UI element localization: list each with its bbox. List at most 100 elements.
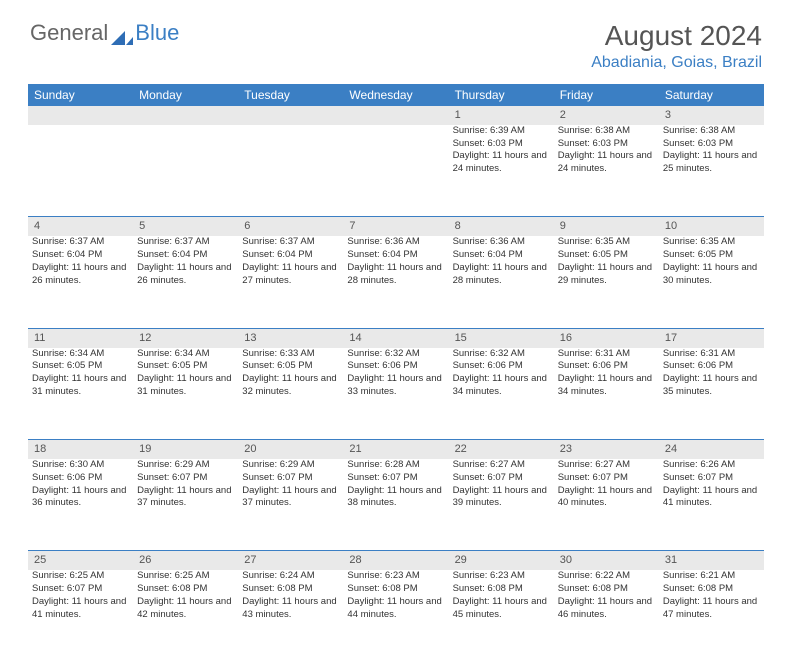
- day-cell: Sunrise: 6:34 AMSunset: 6:05 PMDaylight:…: [28, 348, 133, 440]
- sunset-line: Sunset: 6:07 PM: [453, 472, 550, 485]
- col-wed: Wednesday: [343, 84, 448, 106]
- day-number: 28: [343, 551, 448, 570]
- day-number: 10: [659, 217, 764, 236]
- day-cell: Sunrise: 6:37 AMSunset: 6:04 PMDaylight:…: [238, 236, 343, 328]
- sunrise-line: Sunrise: 6:23 AM: [347, 570, 444, 583]
- day-cell: Sunrise: 6:29 AMSunset: 6:07 PMDaylight:…: [238, 459, 343, 551]
- day-cell: Sunrise: 6:21 AMSunset: 6:08 PMDaylight:…: [659, 570, 764, 662]
- header: General Blue August 2024 Abadiania, Goia…: [0, 0, 792, 76]
- day-cell: Sunrise: 6:39 AMSunset: 6:03 PMDaylight:…: [449, 125, 554, 217]
- daylight-line: Daylight: 11 hours and 26 minutes.: [32, 262, 129, 288]
- sunrise-line: Sunrise: 6:37 AM: [32, 236, 129, 249]
- day-number: 14: [343, 328, 448, 347]
- day-cell: [28, 125, 133, 217]
- day-cell: Sunrise: 6:29 AMSunset: 6:07 PMDaylight:…: [133, 459, 238, 551]
- sunrise-line: Sunrise: 6:28 AM: [347, 459, 444, 472]
- day-cell: Sunrise: 6:27 AMSunset: 6:07 PMDaylight:…: [554, 459, 659, 551]
- daynum-row: 45678910: [28, 217, 764, 236]
- daylight-line: Daylight: 11 hours and 24 minutes.: [558, 150, 655, 176]
- day-cell: Sunrise: 6:22 AMSunset: 6:08 PMDaylight:…: [554, 570, 659, 662]
- sunrise-line: Sunrise: 6:35 AM: [663, 236, 760, 249]
- daynum-row: 123: [28, 106, 764, 125]
- day-number: 12: [133, 328, 238, 347]
- brand-part2: Blue: [135, 20, 179, 46]
- day-cell: Sunrise: 6:36 AMSunset: 6:04 PMDaylight:…: [343, 236, 448, 328]
- day-cell: Sunrise: 6:25 AMSunset: 6:07 PMDaylight:…: [28, 570, 133, 662]
- sunrise-line: Sunrise: 6:38 AM: [558, 125, 655, 138]
- sunrise-line: Sunrise: 6:31 AM: [558, 348, 655, 361]
- sunrise-line: Sunrise: 6:32 AM: [453, 348, 550, 361]
- sunrise-line: Sunrise: 6:38 AM: [663, 125, 760, 138]
- daylight-line: Daylight: 11 hours and 34 minutes.: [558, 373, 655, 399]
- daylight-line: Daylight: 11 hours and 34 minutes.: [453, 373, 550, 399]
- day-cell: Sunrise: 6:23 AMSunset: 6:08 PMDaylight:…: [449, 570, 554, 662]
- sunrise-line: Sunrise: 6:21 AM: [663, 570, 760, 583]
- sunrise-line: Sunrise: 6:22 AM: [558, 570, 655, 583]
- sunrise-line: Sunrise: 6:34 AM: [32, 348, 129, 361]
- daynum-row: 18192021222324: [28, 440, 764, 459]
- sunrise-line: Sunrise: 6:27 AM: [453, 459, 550, 472]
- sunset-line: Sunset: 6:04 PM: [137, 249, 234, 262]
- daylight-line: Daylight: 11 hours and 47 minutes.: [663, 596, 760, 622]
- brand-part1: General: [30, 20, 108, 46]
- sunrise-line: Sunrise: 6:32 AM: [347, 348, 444, 361]
- title-block: August 2024 Abadiania, Goias, Brazil: [591, 20, 762, 72]
- sunrise-line: Sunrise: 6:33 AM: [242, 348, 339, 361]
- sunset-line: Sunset: 6:06 PM: [347, 360, 444, 373]
- day-number: 3: [659, 106, 764, 125]
- day-cell: Sunrise: 6:32 AMSunset: 6:06 PMDaylight:…: [343, 348, 448, 440]
- daylight-line: Daylight: 11 hours and 33 minutes.: [347, 373, 444, 399]
- daylight-line: Daylight: 11 hours and 36 minutes.: [32, 485, 129, 511]
- sunset-line: Sunset: 6:07 PM: [558, 472, 655, 485]
- day-cell: Sunrise: 6:37 AMSunset: 6:04 PMDaylight:…: [133, 236, 238, 328]
- day-number: 5: [133, 217, 238, 236]
- daylight-line: Daylight: 11 hours and 46 minutes.: [558, 596, 655, 622]
- day-cell: Sunrise: 6:33 AMSunset: 6:05 PMDaylight:…: [238, 348, 343, 440]
- day-cell: Sunrise: 6:24 AMSunset: 6:08 PMDaylight:…: [238, 570, 343, 662]
- daylight-line: Daylight: 11 hours and 37 minutes.: [137, 485, 234, 511]
- day-number: 6: [238, 217, 343, 236]
- sunset-line: Sunset: 6:07 PM: [137, 472, 234, 485]
- week-row: Sunrise: 6:25 AMSunset: 6:07 PMDaylight:…: [28, 570, 764, 662]
- day-cell: [238, 125, 343, 217]
- day-cell: Sunrise: 6:25 AMSunset: 6:08 PMDaylight:…: [133, 570, 238, 662]
- day-number: 13: [238, 328, 343, 347]
- day-number: [343, 106, 448, 125]
- day-number: 31: [659, 551, 764, 570]
- sunset-line: Sunset: 6:05 PM: [558, 249, 655, 262]
- daylight-line: Daylight: 11 hours and 30 minutes.: [663, 262, 760, 288]
- daylight-line: Daylight: 11 hours and 37 minutes.: [242, 485, 339, 511]
- day-number: 26: [133, 551, 238, 570]
- daylight-line: Daylight: 11 hours and 28 minutes.: [453, 262, 550, 288]
- day-number: 18: [28, 440, 133, 459]
- sunrise-line: Sunrise: 6:27 AM: [558, 459, 655, 472]
- sunrise-line: Sunrise: 6:34 AM: [137, 348, 234, 361]
- week-row: Sunrise: 6:30 AMSunset: 6:06 PMDaylight:…: [28, 459, 764, 551]
- day-cell: Sunrise: 6:36 AMSunset: 6:04 PMDaylight:…: [449, 236, 554, 328]
- sunrise-line: Sunrise: 6:24 AM: [242, 570, 339, 583]
- sunset-line: Sunset: 6:08 PM: [137, 583, 234, 596]
- sunset-line: Sunset: 6:07 PM: [242, 472, 339, 485]
- day-number: 21: [343, 440, 448, 459]
- day-cell: Sunrise: 6:34 AMSunset: 6:05 PMDaylight:…: [133, 348, 238, 440]
- sunset-line: Sunset: 6:06 PM: [32, 472, 129, 485]
- daylight-line: Daylight: 11 hours and 24 minutes.: [453, 150, 550, 176]
- sunset-line: Sunset: 6:03 PM: [453, 138, 550, 151]
- day-number: 1: [449, 106, 554, 125]
- sunrise-line: Sunrise: 6:39 AM: [453, 125, 550, 138]
- daylight-line: Daylight: 11 hours and 41 minutes.: [663, 485, 760, 511]
- col-mon: Monday: [133, 84, 238, 106]
- daylight-line: Daylight: 11 hours and 41 minutes.: [32, 596, 129, 622]
- daynum-row: 11121314151617: [28, 328, 764, 347]
- sunset-line: Sunset: 6:08 PM: [558, 583, 655, 596]
- day-number: 16: [554, 328, 659, 347]
- daylight-line: Daylight: 11 hours and 44 minutes.: [347, 596, 444, 622]
- location: Abadiania, Goias, Brazil: [591, 54, 762, 72]
- daylight-line: Daylight: 11 hours and 43 minutes.: [242, 596, 339, 622]
- day-number: 24: [659, 440, 764, 459]
- day-cell: Sunrise: 6:27 AMSunset: 6:07 PMDaylight:…: [449, 459, 554, 551]
- day-number: 23: [554, 440, 659, 459]
- daylight-line: Daylight: 11 hours and 31 minutes.: [137, 373, 234, 399]
- daylight-line: Daylight: 11 hours and 26 minutes.: [137, 262, 234, 288]
- day-number: 27: [238, 551, 343, 570]
